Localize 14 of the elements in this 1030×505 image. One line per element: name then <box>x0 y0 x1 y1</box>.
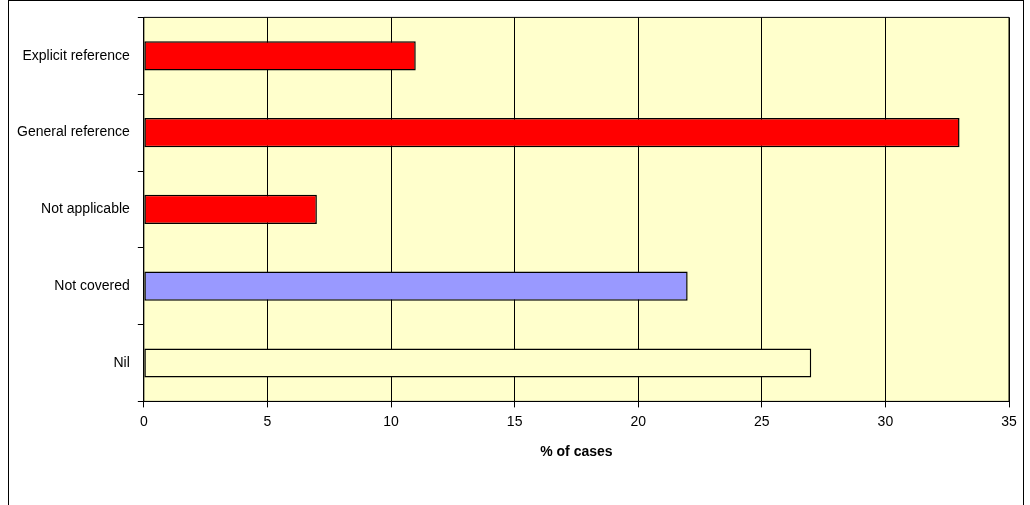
x-tick-label: 10 <box>383 412 400 429</box>
x-tick-label: 15 <box>506 412 523 429</box>
x-tick-label: 5 <box>263 412 272 429</box>
x-tick-label: 0 <box>139 412 148 429</box>
y-tick-label: Not covered <box>54 277 130 294</box>
x-tick-label: 25 <box>754 412 770 429</box>
y-tick-label: General reference <box>17 123 131 140</box>
x-axis-title: % of cases <box>540 443 613 460</box>
x-tick-label: 35 <box>1001 412 1017 429</box>
x-tick-label: 20 <box>630 412 647 429</box>
y-tick-label: Nil <box>113 353 130 370</box>
y-tick-label: Not applicable <box>41 200 131 217</box>
x-tick-label: 30 <box>877 412 894 429</box>
y-tick-label: Explicit reference <box>22 46 131 63</box>
